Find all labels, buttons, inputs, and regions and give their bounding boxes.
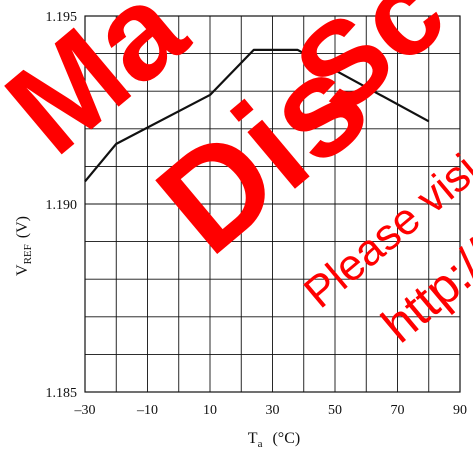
y-tick-labels: 1.185 1.190 1.195 [46, 10, 78, 401]
x-tick-label: 30 [266, 403, 280, 418]
x-axis-label-unit: (°C) [272, 430, 300, 447]
x-axis-label-sub: a [258, 438, 263, 450]
x-tick-label: 90 [453, 403, 467, 418]
y-axis-label-sub: REF [22, 244, 34, 264]
x-axis-label: Ta (°C) [248, 430, 300, 450]
y-axis-label: VREF (V) [14, 216, 34, 276]
x-tick-label: –10 [136, 403, 158, 418]
y-tick-label: 1.190 [46, 198, 78, 213]
x-axis-label-main: T [248, 430, 258, 447]
series [84, 48, 430, 183]
y-axis-label-main: V [14, 264, 31, 276]
plot-frame [84, 15, 461, 393]
x-tick-label: 70 [391, 403, 405, 418]
series-line [84, 48, 430, 183]
x-tick-labels: –30 –10 10 30 50 70 90 [74, 403, 468, 418]
y-tick-label: 1.185 [46, 386, 78, 401]
x-tick-label: 10 [203, 403, 217, 418]
y-tick-label: 1.195 [46, 10, 78, 25]
x-tick-label: –30 [74, 403, 96, 418]
x-tick-label: 50 [328, 403, 342, 418]
watermark: Ma Dis Sc Please visi http:// [0, 0, 473, 353]
y-axis-label-unit: (V) [14, 216, 31, 238]
